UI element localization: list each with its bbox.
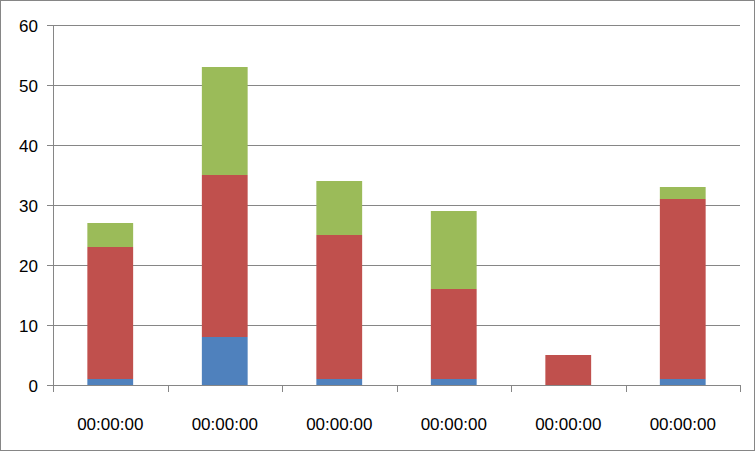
bar-segment — [431, 211, 477, 289]
y-tick-label: 40 — [19, 137, 38, 156]
bar-segment — [87, 379, 133, 385]
x-tick — [53, 385, 54, 392]
y-tick-label: 0 — [29, 377, 38, 396]
chart: 0 10 20 30 40 50 60 00:00:00 00:00:00 00:00:00 00:… — [0, 0, 755, 451]
grid-line — [53, 325, 740, 326]
bar-segment — [660, 187, 706, 199]
bar-segment — [202, 67, 248, 175]
y-axis — [53, 25, 54, 385]
y-tick-label: 30 — [19, 197, 38, 216]
y-tick-label: 60 — [19, 17, 38, 36]
x-tick-label: 00:00:00 — [306, 415, 372, 434]
bar-segment — [316, 181, 362, 235]
bar-segment — [431, 289, 477, 379]
x-tick — [511, 385, 512, 392]
grid-line — [53, 205, 740, 206]
y-tick — [47, 265, 53, 266]
grid-line — [53, 385, 740, 386]
bar-segment — [431, 379, 477, 385]
y-tick — [47, 385, 53, 386]
bar-segment — [545, 355, 591, 356]
frame — [1, 1, 755, 451]
y-tick — [47, 145, 53, 146]
x-tick-label: 00:00:00 — [650, 415, 716, 434]
bar-segment — [202, 337, 248, 385]
bar-segment — [545, 355, 591, 385]
bar-segment — [87, 223, 133, 247]
y-tick — [47, 325, 53, 326]
x-tick — [397, 385, 398, 392]
x-tick-label: 00:00:00 — [77, 415, 143, 434]
x-tick — [626, 385, 627, 392]
x-tick-label: 00:00:00 — [421, 415, 487, 434]
x-tick — [740, 385, 741, 392]
bars — [87, 67, 705, 385]
y-tick — [47, 205, 53, 206]
y-tick-label: 20 — [19, 257, 38, 276]
grid-line — [53, 85, 740, 86]
x-tick — [282, 385, 283, 392]
grid-line — [53, 265, 740, 266]
bar-segment — [660, 199, 706, 379]
x-tick — [168, 385, 169, 392]
y-tick-label: 10 — [19, 317, 38, 336]
grid-line — [53, 145, 740, 146]
bar-segment — [316, 379, 362, 385]
bar-segment — [202, 175, 248, 337]
x-axis — [53, 385, 740, 386]
x-tick-label: 00:00:00 — [535, 415, 601, 434]
y-tick-label: 50 — [19, 77, 38, 96]
grid-line — [53, 25, 740, 26]
bar-segment — [660, 379, 706, 385]
bar-segment — [87, 247, 133, 379]
x-tick-label: 00:00:00 — [192, 415, 258, 434]
y-tick — [47, 25, 53, 26]
bar-segment — [316, 235, 362, 379]
y-tick — [47, 85, 53, 86]
